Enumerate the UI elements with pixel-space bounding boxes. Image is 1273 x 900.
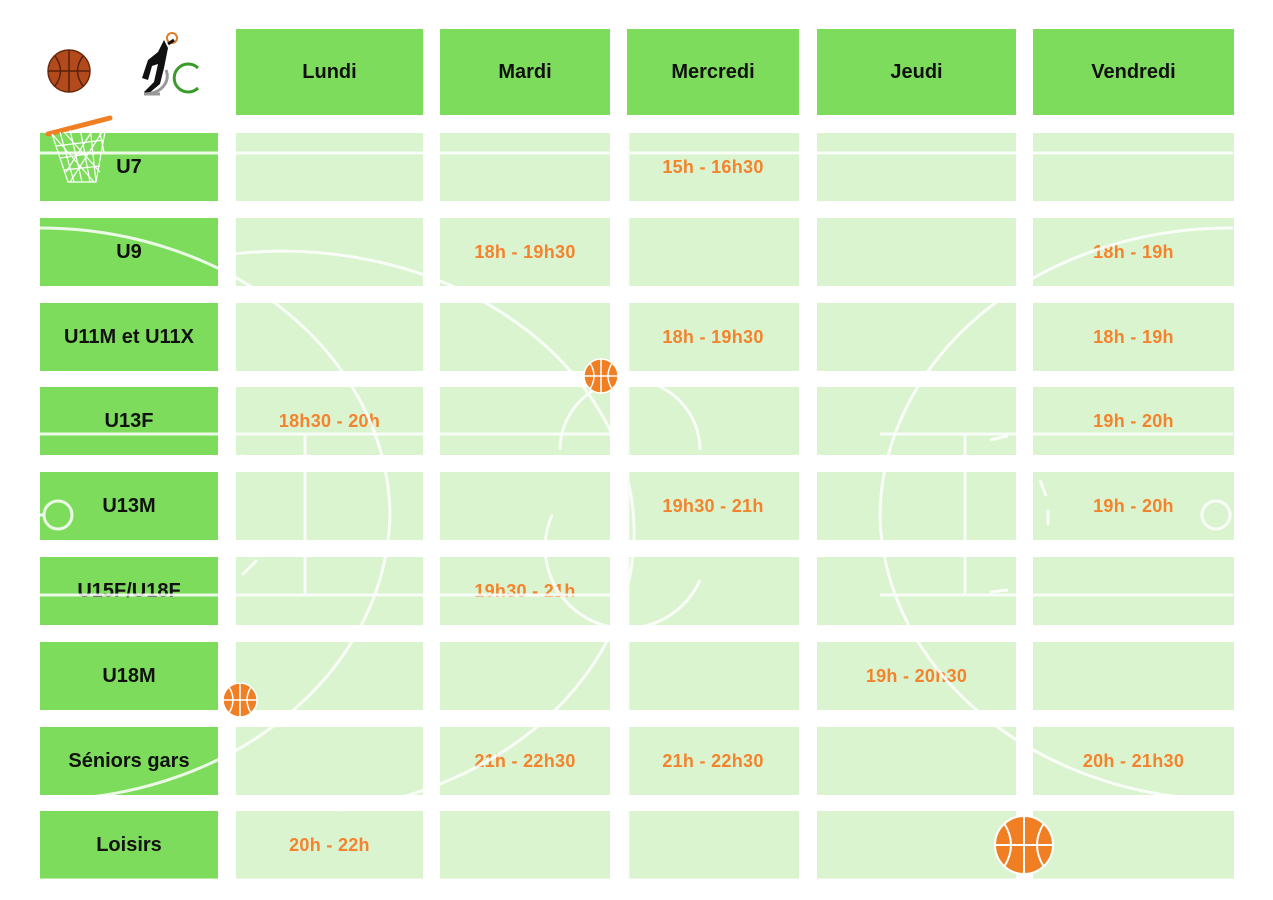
day-header-jeudi: Jeudi	[817, 29, 1016, 115]
schedule-slot	[1033, 642, 1234, 710]
day-header-mercredi: Mercredi	[627, 29, 799, 115]
schedule-slot	[236, 557, 423, 625]
schedule-slot	[440, 642, 610, 710]
schedule-slot: 20h - 21h30	[1033, 727, 1234, 795]
group-label: U13M	[40, 472, 218, 540]
schedule-slot	[236, 642, 423, 710]
club-logo-icon	[142, 32, 200, 96]
schedule-slot	[1033, 811, 1234, 879]
schedule-slot	[627, 218, 799, 286]
schedule-slot: 20h - 22h	[236, 811, 423, 879]
schedule-slot	[817, 557, 1016, 625]
basketball-icon	[47, 49, 91, 93]
schedule-slot: 18h30 - 20h	[236, 387, 423, 455]
schedule-slot: 21h - 22h30	[440, 727, 610, 795]
schedule-slot: 18h - 19h30	[440, 218, 610, 286]
schedule-slot	[440, 472, 610, 540]
schedule-slot	[817, 303, 1016, 371]
schedule-slot	[440, 387, 610, 455]
group-label: U18M	[40, 642, 218, 710]
basketball-hoop-icon	[45, 115, 113, 183]
schedule-slot: 19h - 20h	[1033, 387, 1234, 455]
group-label: U13F	[40, 387, 218, 455]
day-header-vendredi: Vendredi	[1033, 29, 1234, 115]
group-label: U11M et U11X	[40, 303, 218, 371]
schedule-slot	[817, 387, 1016, 455]
schedule-slot	[817, 727, 1016, 795]
schedule-slot	[236, 218, 423, 286]
day-header-lundi: Lundi	[236, 29, 423, 115]
schedule-slot	[627, 557, 799, 625]
schedule-slot: 19h - 20h30	[817, 642, 1016, 710]
schedule-slot: 18h - 19h	[1033, 218, 1234, 286]
schedule-slot	[1033, 133, 1234, 201]
schedule-slot	[440, 133, 610, 201]
schedule-slot	[627, 811, 799, 879]
group-label: Loisirs	[40, 811, 218, 879]
group-label: U15F/U18F	[40, 557, 218, 625]
day-header-mardi: Mardi	[440, 29, 610, 115]
basketball-icon	[583, 358, 619, 394]
schedule-slot	[236, 727, 423, 795]
schedule-slot	[1033, 557, 1234, 625]
schedule-slot	[440, 811, 610, 879]
group-label: U9	[40, 218, 218, 286]
schedule-slot	[236, 303, 423, 371]
schedule-slot: 19h30 - 21h	[627, 472, 799, 540]
schedule-slot	[817, 811, 1016, 879]
group-label: Séniors gars	[40, 727, 218, 795]
schedule-slot: 18h - 19h	[1033, 303, 1234, 371]
schedule-slot: 18h - 19h30	[627, 303, 799, 371]
basketball-icon	[222, 682, 258, 718]
basketball-icon	[994, 815, 1054, 875]
schedule-slot	[627, 642, 799, 710]
schedule-slot: 19h30 - 21h	[440, 557, 610, 625]
schedule-slot	[817, 218, 1016, 286]
schedule-slot	[627, 387, 799, 455]
schedule-slot: 19h - 20h	[1033, 472, 1234, 540]
schedule-slot	[817, 472, 1016, 540]
schedule-slot	[236, 133, 423, 201]
schedule-slot: 15h - 16h30	[627, 133, 799, 201]
schedule-slot: 21h - 22h30	[627, 727, 799, 795]
schedule-slot	[236, 472, 423, 540]
schedule-slot	[817, 133, 1016, 201]
